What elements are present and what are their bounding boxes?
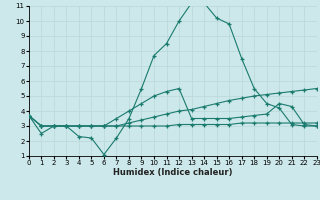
X-axis label: Humidex (Indice chaleur): Humidex (Indice chaleur) (113, 168, 233, 177)
